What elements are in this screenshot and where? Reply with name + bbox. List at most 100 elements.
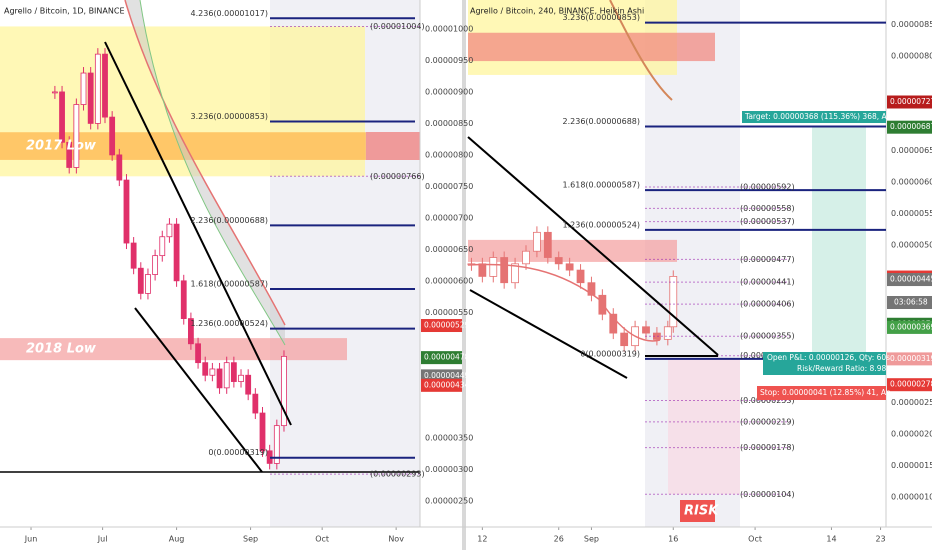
- candle-body: [145, 274, 151, 294]
- level-label: (0.00000219): [740, 417, 795, 426]
- level-label: (0.00000406): [740, 300, 795, 309]
- candle-body: [130, 242, 137, 269]
- candle-body: [609, 313, 618, 334]
- candle-body: [500, 257, 509, 284]
- y-tick-label: 0.00000600: [425, 276, 473, 285]
- candle-body: [511, 263, 519, 284]
- ma-band: [125, 0, 285, 345]
- trend-line: [469, 289, 628, 379]
- target-box: [742, 111, 886, 123]
- candle-body: [489, 257, 498, 277]
- stop-box: [757, 386, 886, 400]
- ma-line: [124, 0, 286, 326]
- y-tick-label: 0.00000350: [425, 434, 473, 443]
- candle-body: [202, 362, 209, 376]
- x-tick-label: Aug: [169, 535, 185, 544]
- trend-line: [467, 136, 719, 356]
- y-tick-label: 0.00000300: [425, 465, 473, 474]
- price-zone: [812, 127, 866, 359]
- candle-body: [281, 355, 287, 427]
- x-tick-label: Jun: [24, 535, 38, 544]
- price-badge-label: 0.00000434: [424, 380, 470, 389]
- candle-body: [166, 223, 173, 238]
- target-label: Target: 0.00000368 (115.36%) 368, Am: [744, 112, 894, 121]
- candle-body: [188, 318, 194, 345]
- candle-body: [543, 231, 552, 258]
- y-tick-label: 0.00000700: [425, 213, 473, 222]
- x-tick-label: 23: [875, 535, 885, 544]
- ma-line: [139, 0, 286, 346]
- candle-body: [195, 343, 201, 364]
- candle-body: [209, 368, 216, 376]
- price-zone: [468, 32, 715, 62]
- price-badge: [887, 378, 932, 392]
- candle-body: [116, 154, 123, 181]
- candle-body: [123, 179, 130, 244]
- level-label: (0.00000104): [740, 490, 795, 499]
- price-badge: [421, 319, 462, 333]
- price-badge-label: 0.00000369: [890, 322, 932, 331]
- risk-label: RISK: [684, 504, 719, 519]
- fib-label: 2.236(0.00000688): [563, 117, 641, 126]
- candle-body: [587, 282, 596, 296]
- y-tick-label: 0.00000550: [891, 209, 932, 218]
- level-label: (0.00000558): [740, 204, 795, 213]
- price-badge-label: 0.00000278: [890, 380, 932, 389]
- fib-label: 0(0.00000319): [208, 448, 268, 457]
- fib-label: 1.618(0.00000587): [191, 280, 269, 289]
- candle-body: [620, 332, 629, 347]
- candle-body: [669, 276, 678, 328]
- candle-body: [173, 223, 180, 282]
- countdown: 03:06:58: [894, 298, 928, 307]
- y-tick-label: 0.00000650: [891, 146, 932, 155]
- fib-label: 3.236(0.00000853): [563, 13, 641, 22]
- x-tick-label: 12: [477, 535, 487, 544]
- x-tick-label: Sep: [243, 535, 258, 544]
- candle-body: [180, 280, 187, 319]
- y-tick-label: 0.00000600: [891, 177, 932, 186]
- countdown-badge: [887, 296, 932, 309]
- candle-body: [102, 53, 108, 118]
- price-badge: [421, 351, 462, 365]
- x-tick-label: 14: [826, 535, 836, 544]
- x-tick-label: Sep: [584, 535, 599, 544]
- candle-body: [109, 116, 116, 156]
- candle-body: [51, 91, 58, 94]
- candle-body: [137, 267, 144, 294]
- level-label: (0.00000766): [370, 172, 425, 181]
- candle-body: [522, 250, 530, 265]
- candle-body: [554, 257, 563, 265]
- y-tick-label: 0.00001000: [425, 24, 473, 33]
- x-tick-label: Oct: [748, 535, 762, 544]
- price-badge-label: 0.00000449: [424, 371, 470, 380]
- candle-body: [59, 91, 65, 143]
- zone-label: 2017 Low: [26, 139, 97, 154]
- x-tick-label: Nov: [388, 535, 404, 544]
- level-label: (0.00001004): [370, 22, 425, 31]
- zone-label: 2018 Low: [26, 342, 97, 357]
- candle-body: [252, 393, 259, 414]
- ma-line: [467, 263, 661, 342]
- pnl-box: [763, 352, 886, 375]
- price-badge: [887, 273, 932, 287]
- level-label: (0.00000355): [740, 332, 795, 341]
- risk-box: [680, 500, 715, 522]
- price-badge: [887, 120, 932, 134]
- y-tick-label: 0.00000950: [425, 56, 473, 65]
- level-label: (0.00000178): [740, 443, 795, 452]
- fib-label: 1.618(0.00000587): [563, 181, 641, 190]
- candle-body: [80, 72, 87, 105]
- pnl-label: Open P&L: 0.00000126, Qty: 60s: [767, 353, 890, 362]
- ma-line: [609, 0, 673, 101]
- candle-body: [259, 412, 266, 452]
- level-label: (0.00000293): [370, 470, 425, 479]
- zone-extension: [366, 132, 420, 160]
- candle-body: [66, 141, 73, 168]
- x-tick-label: Oct: [315, 535, 329, 544]
- fib-label: 1.236(0.00000524): [563, 220, 641, 229]
- price-badge: [887, 352, 932, 366]
- fib-label: 3.236(0.00000853): [191, 112, 269, 121]
- candle-body: [94, 53, 101, 124]
